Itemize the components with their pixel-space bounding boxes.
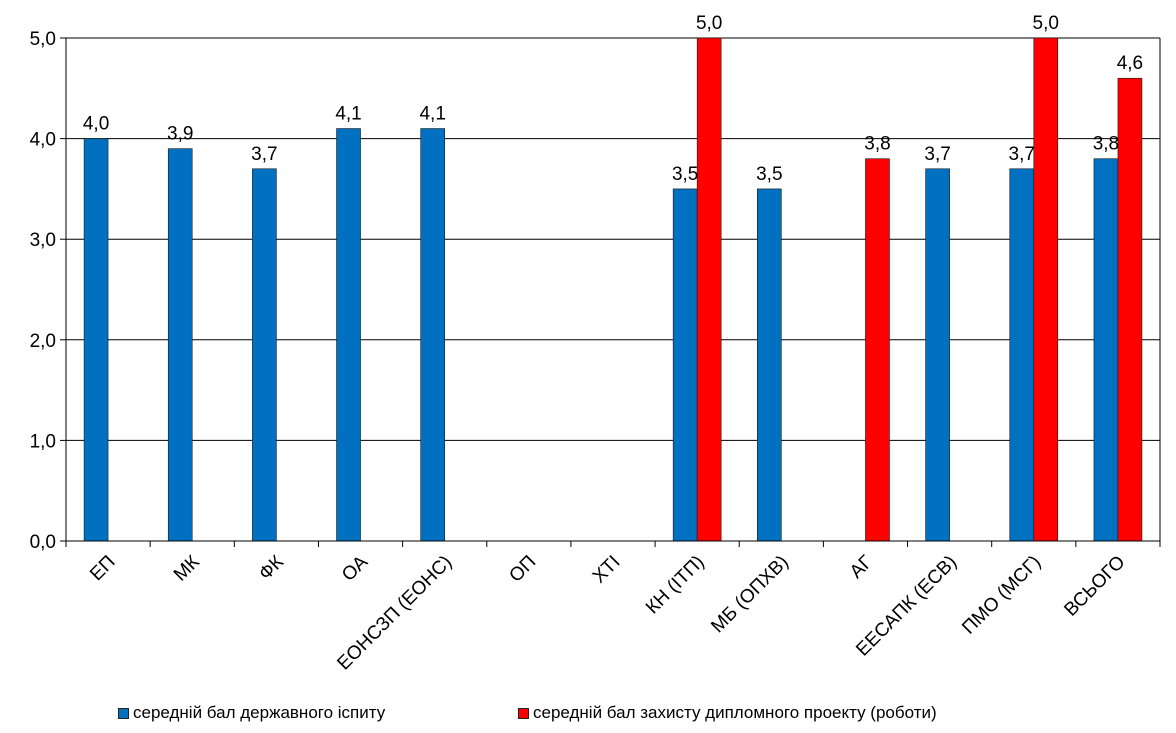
- x-tick-label: МБ (ОПХВ): [707, 552, 793, 638]
- x-tick-label: ФК: [255, 552, 288, 585]
- data-label: 5,0: [1033, 13, 1059, 34]
- data-label: 3,5: [756, 164, 782, 185]
- bar: [672, 188, 698, 542]
- bar-chart: 4,0 3,9 3,7 4,1 4,1 3,5 5,0 3,5 3,8 3,7 3,7 5,0 3,8 4…: [30, 13, 1161, 674]
- x-tick-label: КН (ІТП): [642, 552, 709, 619]
- y-tick-label: 1,0: [30, 431, 56, 452]
- y-tick-label: 4,0: [30, 130, 56, 151]
- legend-swatch-exam: [118, 707, 129, 719]
- bar: [925, 168, 950, 542]
- bar: [1117, 77, 1143, 542]
- data-label: 5,0: [696, 13, 722, 34]
- legend-label-diploma: середній бал захисту дипломного проекту …: [533, 703, 937, 722]
- bar: [865, 158, 890, 542]
- bar: [757, 188, 782, 542]
- data-label: 4,6: [1117, 53, 1143, 74]
- bar: [420, 128, 445, 542]
- legend-swatch-diploma: [518, 707, 529, 719]
- x-tick-label: ОП: [505, 552, 540, 587]
- x-tick-label: ВСЬОГО: [1060, 552, 1129, 621]
- data-label: 3,5: [672, 164, 698, 185]
- x-tick-label: ОА: [338, 551, 372, 585]
- x-tick-label: МК: [170, 552, 204, 586]
- x-tick-label: ПМО (МСГ): [958, 552, 1045, 639]
- data-label: 4,1: [335, 104, 361, 125]
- data-label: 3,8: [1093, 134, 1119, 155]
- y-tick-label: 3,0: [30, 230, 56, 251]
- bar: [1009, 168, 1035, 542]
- data-label: 3,7: [924, 144, 950, 165]
- x-tick-label: АГ: [846, 552, 877, 583]
- legend-item-diploma: середній бал захисту дипломного проекту …: [518, 703, 937, 723]
- legend-item-exam: середній бал державного іспиту: [118, 703, 385, 723]
- y-tick-label: 2,0: [30, 331, 56, 352]
- bar: [336, 128, 361, 542]
- y-tick-label: 5,0: [30, 29, 56, 50]
- data-label: 4,0: [83, 114, 109, 135]
- gridlines: [66, 37, 1160, 441]
- y-tick-label: 0,0: [30, 532, 56, 553]
- data-label: 4,1: [419, 104, 445, 125]
- bar: [252, 168, 277, 542]
- data-labels: 4,0 3,9 3,7 4,1 4,1 3,5 5,0 3,5 3,8 3,7 3,7 5,0 3,8 4…: [83, 13, 1143, 185]
- data-label: 3,8: [864, 134, 890, 155]
- bar: [696, 37, 722, 542]
- bar: [167, 148, 193, 542]
- data-label: 3,9: [167, 124, 193, 145]
- x-tick-label: ЕП: [86, 552, 119, 585]
- bar: [1033, 37, 1059, 542]
- legend-label-exam: середній бал державного іспиту: [133, 703, 386, 722]
- data-label: 3,7: [1009, 144, 1035, 165]
- data-label: 3,7: [251, 144, 277, 165]
- legend: середній бал державного іспиту середній …: [118, 703, 1118, 731]
- bar: [83, 138, 109, 542]
- bar: [1093, 158, 1119, 542]
- x-tick-label: ХТІ: [589, 552, 625, 588]
- bars: [83, 37, 1143, 542]
